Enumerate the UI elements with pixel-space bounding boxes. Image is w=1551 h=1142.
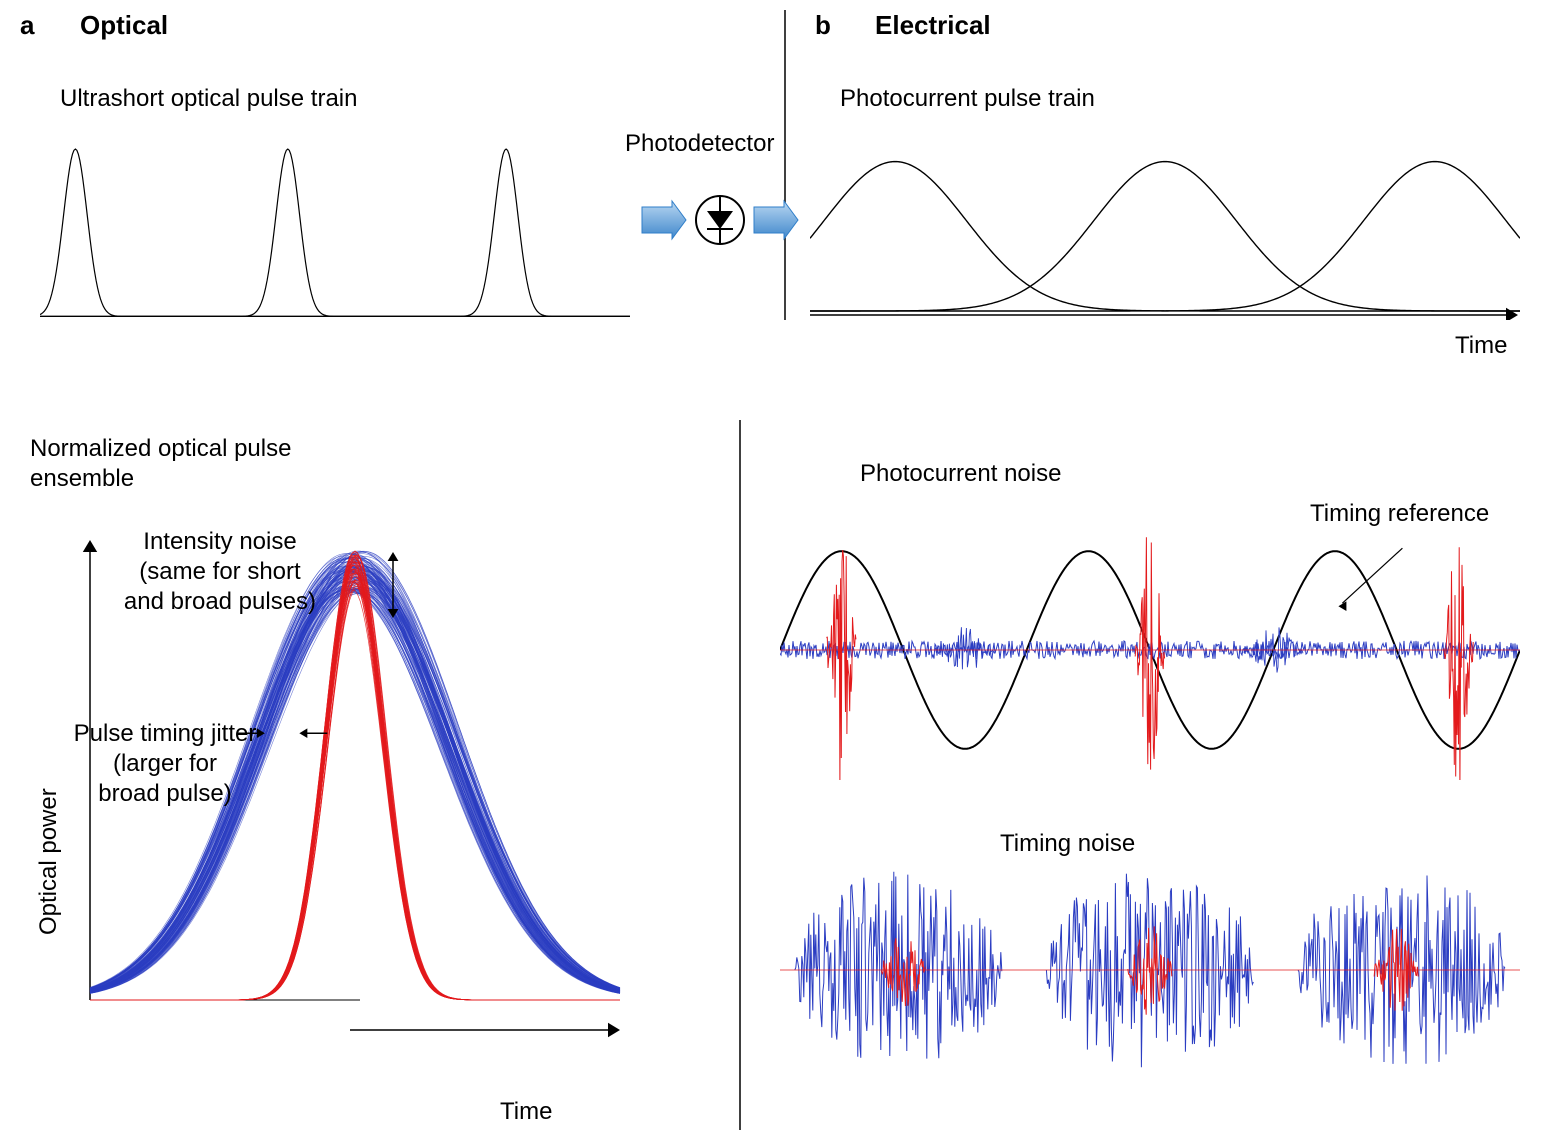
optical-pulse-train: [40, 140, 630, 320]
electrical-pulse-train: [810, 140, 1520, 320]
figure-root: a Optical b Electrical Ultrashort optica…: [0, 0, 1551, 1142]
top-time-axis-label: Time: [1455, 332, 1507, 360]
intensity-noise-l1: Intensity noise: [110, 528, 330, 556]
jitter-l2: (larger for: [50, 750, 280, 778]
ensemble-label-l1: Normalized optical pulse: [30, 435, 291, 463]
timing-reference-l1: Timing reference: [1310, 500, 1510, 528]
intensity-noise-l2: (same for short: [110, 558, 330, 586]
ensemble-x-label: Time: [500, 1098, 552, 1126]
ensemble-label-l2: ensemble: [30, 465, 134, 493]
photocurrent-noise-label: Photocurrent noise: [860, 460, 1061, 488]
ensemble-y-label: Optical power: [35, 788, 63, 935]
timing-reference-text: Timing reference: [1310, 500, 1489, 527]
photodetector-icon: [640, 160, 800, 280]
jitter-l1: Pulse timing jitter: [50, 720, 280, 748]
jitter-l3: broad pulse): [50, 780, 280, 808]
photocurrent-noise-plot: [780, 520, 1520, 780]
timing-noise-plot: [780, 860, 1520, 1080]
timing-noise-label: Timing noise: [1000, 830, 1135, 858]
intensity-noise-l3: and broad pulses): [110, 588, 330, 616]
